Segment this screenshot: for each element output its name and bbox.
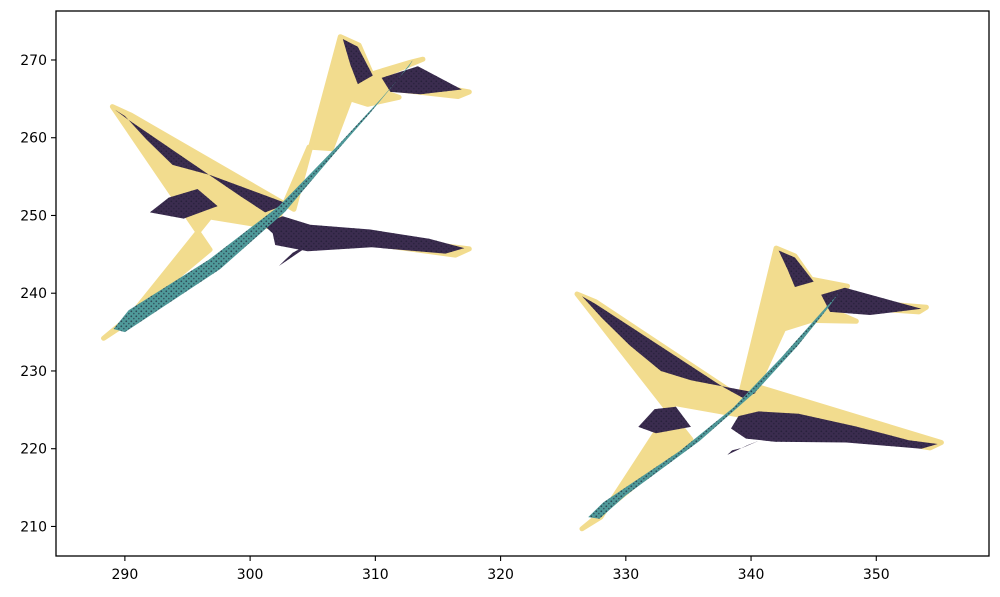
x-tick-label: 300 bbox=[237, 567, 264, 583]
wing-point-texture bbox=[778, 250, 814, 287]
x-axis: 290 300 310 320 330 340 350 bbox=[112, 556, 890, 583]
texture-layer bbox=[113, 39, 938, 519]
y-axis: 210 220 230 240 250 260 270 bbox=[20, 53, 56, 535]
fuselage-point-texture bbox=[113, 60, 413, 333]
wing-point-texture bbox=[114, 109, 288, 213]
fuselage-point-texture bbox=[588, 293, 839, 519]
fuselage-points-layer bbox=[113, 60, 839, 519]
wing-point-texture bbox=[342, 39, 373, 85]
wing-point-cluster bbox=[727, 440, 759, 455]
wing-point-texture bbox=[278, 241, 313, 266]
x-tick-label: 350 bbox=[863, 567, 890, 583]
plot-area bbox=[101, 34, 944, 532]
y-tick-label: 210 bbox=[20, 519, 47, 535]
x-tick-label: 330 bbox=[612, 567, 639, 583]
y-tick-label: 240 bbox=[20, 286, 47, 302]
y-tick-label: 260 bbox=[20, 131, 47, 147]
y-tick-label: 220 bbox=[20, 442, 47, 458]
wing-point-texture bbox=[727, 440, 759, 455]
wing-point-texture bbox=[262, 216, 465, 254]
wing-point-texture bbox=[731, 411, 938, 449]
wing-point-texture bbox=[149, 189, 218, 219]
wing-point-texture bbox=[638, 406, 691, 434]
x-tick-label: 340 bbox=[738, 567, 765, 583]
wing-point-texture bbox=[582, 296, 757, 399]
x-tick-label: 320 bbox=[487, 567, 514, 583]
axes-frame bbox=[55, 10, 990, 557]
x-tick-label: 310 bbox=[362, 567, 389, 583]
y-tick-label: 230 bbox=[20, 364, 47, 380]
y-tick-label: 270 bbox=[20, 53, 47, 69]
edge-points-layer bbox=[101, 34, 944, 532]
x-tick-label: 290 bbox=[112, 567, 139, 583]
wing-point-texture bbox=[381, 66, 462, 95]
y-tick-label: 250 bbox=[20, 208, 47, 224]
wing-point-texture bbox=[821, 287, 922, 315]
